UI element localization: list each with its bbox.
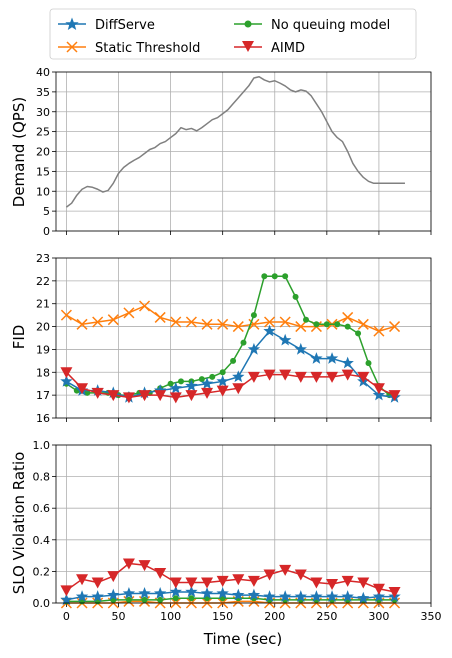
legend: DiffServe Static Threshold No queuing mo… [50, 9, 416, 59]
circle-marker [188, 595, 194, 601]
legend-label: AIMD [271, 41, 305, 56]
circle-marker [178, 378, 184, 384]
y-tick-label: 0.8 [33, 471, 51, 484]
legend-circle-marker [245, 21, 252, 28]
series-aimd [60, 559, 400, 598]
star-marker [279, 334, 291, 346]
y-tick-label: 25 [36, 126, 50, 139]
demand-panel: 0 5 10 15 20 25 30 35 40 [36, 66, 431, 238]
circle-marker [293, 294, 299, 300]
y-tick-label: 0 [43, 225, 50, 238]
legend-label: No queuing model [271, 18, 390, 33]
y-tick-label: 21 [36, 298, 50, 311]
slo-violation-panel: 0.0 0.2 0.4 0.6 0.8 1.0 0 50 100 150 200 250 300 350 [33, 439, 442, 623]
y-tick-label: 23 [36, 252, 50, 265]
star-marker [310, 352, 322, 364]
x-tick-label: 200 [264, 610, 285, 623]
y-tick-label: 17 [36, 389, 50, 402]
x-tick-label: 0 [63, 610, 70, 623]
series-static-threshold [61, 301, 399, 336]
x-marker [155, 312, 165, 322]
circle-marker [220, 369, 226, 375]
circle-marker [272, 273, 278, 279]
triangle-marker [326, 579, 338, 590]
circle-marker [313, 321, 319, 327]
fid-panel: 16 17 18 19 20 21 22 23 [36, 252, 431, 425]
time-xlabel: Time (sec) [203, 630, 282, 648]
circle-marker [230, 358, 236, 364]
y-tick-label: 15 [36, 165, 50, 178]
x-tick-label: 100 [160, 610, 181, 623]
x-tick-label: 50 [112, 610, 126, 623]
demand-ylabel: Demand (QPS) [10, 97, 28, 207]
triangle-marker [295, 570, 307, 581]
circle-marker [173, 595, 179, 601]
y-tick-label: 19 [36, 343, 50, 356]
x-marker [140, 301, 150, 311]
circle-marker [334, 321, 340, 327]
x-marker [343, 312, 353, 322]
triangle-marker [170, 392, 182, 403]
x-marker [124, 308, 134, 318]
circle-marker [261, 273, 267, 279]
series-demand [66, 77, 405, 207]
x-tick-label: 300 [368, 610, 389, 623]
y-tick-label: 20 [36, 321, 50, 334]
y-tick-label: 0.2 [33, 565, 51, 578]
circle-marker [282, 273, 288, 279]
circle-marker [126, 597, 132, 603]
series-line [66, 276, 394, 395]
slo-ylabel: SLO Violation Ratio [10, 452, 28, 595]
y-tick-label: 1.0 [33, 439, 51, 452]
y-tick-label: 0.6 [33, 502, 51, 515]
triangle-marker [248, 576, 260, 587]
circle-marker [366, 360, 372, 366]
triangle-marker [123, 392, 135, 403]
y-tick-label: 0.0 [33, 597, 51, 610]
series-aimd [60, 367, 400, 403]
circle-marker [199, 376, 205, 382]
y-tick-label: 40 [36, 66, 50, 79]
triangle-marker [92, 577, 104, 588]
x-tick-label: 350 [421, 610, 442, 623]
circle-marker [241, 340, 247, 346]
star-marker [341, 357, 353, 369]
circle-marker [345, 324, 351, 330]
triangle-marker [248, 372, 260, 383]
y-tick-label: 5 [43, 205, 50, 218]
circle-marker [209, 374, 215, 380]
y-tick-label: 20 [36, 146, 50, 159]
y-tick-label: 0.4 [33, 534, 51, 547]
triangle-marker [139, 560, 151, 571]
circle-marker [355, 330, 361, 336]
y-tick-label: 18 [36, 366, 50, 379]
fid-ylabel: FID [10, 325, 28, 350]
triangle-marker [60, 585, 72, 596]
y-tick-label: 16 [36, 412, 50, 425]
triangle-marker [264, 570, 276, 581]
star-marker [295, 343, 307, 355]
legend-label: DiffServe [95, 18, 155, 33]
circle-marker [303, 317, 309, 323]
circle-marker [251, 312, 257, 318]
y-tick-label: 10 [36, 185, 50, 198]
x-tick-label: 150 [212, 610, 233, 623]
series-line [66, 77, 405, 207]
x-marker [358, 319, 368, 329]
triangle-marker [107, 571, 119, 582]
triangle-marker [357, 577, 369, 588]
circle-marker [168, 381, 174, 387]
x-tick-label: 250 [316, 610, 337, 623]
star-marker [326, 352, 338, 364]
triangle-marker [154, 568, 166, 579]
y-tick-label: 30 [36, 106, 50, 119]
circle-marker [157, 597, 163, 603]
circle-marker [142, 597, 148, 603]
circle-marker [324, 321, 330, 327]
legend-label: Static Threshold [95, 41, 200, 56]
y-tick-label: 22 [36, 275, 50, 288]
y-tick-label: 35 [36, 86, 50, 99]
